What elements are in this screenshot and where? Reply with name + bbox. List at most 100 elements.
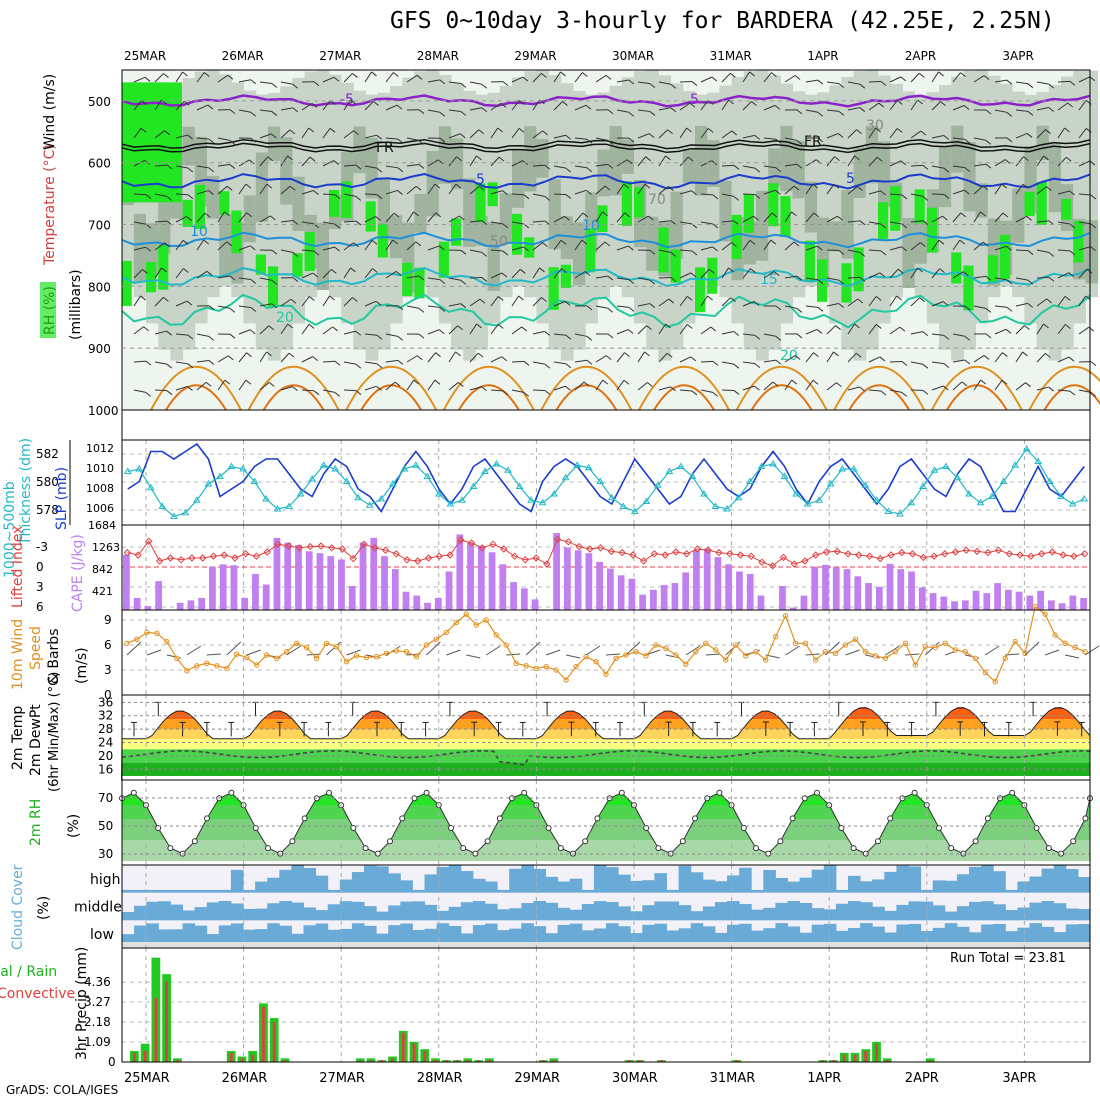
wind-barb [931,385,944,391]
li-marker [715,548,723,557]
wind-barb [910,242,921,251]
thickness-marker [458,496,466,503]
wind-barb [658,186,669,195]
cloud-cell [1065,908,1079,921]
wind-barb-flag [271,111,278,116]
wind-barb-10m [845,649,860,656]
wind-barb-flag [582,212,589,218]
wind-barb-flag [187,386,193,391]
wind-barb [301,127,310,139]
wind-barb-flag [268,325,275,331]
contour-label: 20 [276,310,294,326]
wind-barb-flag [1064,324,1071,329]
wind-barb [364,361,377,365]
wind-barb-flag [754,194,761,199]
wind-barb-flag [166,330,172,336]
li-marker [618,548,626,557]
wind-barb-flag [982,185,989,191]
cloud-cell [327,889,341,893]
wind-barb [217,185,228,195]
rh-band-green [292,253,303,277]
wind-barb-flag [859,386,865,392]
rh-band-green [951,252,962,284]
cape-bar [348,585,356,610]
wind-barb [259,381,270,391]
thickness-marker [135,465,144,472]
cloud-cell [448,865,462,893]
cloud-cell [811,869,825,893]
wind-barb-flag [628,137,635,143]
cloud-cell [630,880,643,893]
y-tick-label: 800 [88,280,111,294]
wind-barb [532,130,543,139]
cape-bar [1058,603,1066,610]
wind-barb-flag [646,325,652,331]
wind-barb-flag [918,72,925,78]
wind-barb [574,359,587,363]
cloud-cell [485,881,498,893]
rh-point [362,845,369,852]
wind-barb-flag [854,323,860,329]
wind-barb-flag [775,359,782,365]
wind-barb-flag [415,185,422,191]
cloud-cell [412,901,425,921]
cloud-cell [654,923,667,948]
wind-barb [553,333,566,336]
wind-barb-flag [250,137,257,143]
wind-barb-flag [1069,390,1076,396]
wind-barb-flag [1043,155,1049,161]
wind-barb-flag [246,352,252,358]
rh-band-green [402,262,413,297]
wind-barb [322,76,335,83]
wind-barb [994,328,1007,335]
wind-barb [343,361,356,365]
cloud-cell [182,910,196,921]
wind-barb-flag [187,363,194,369]
wind-barb [658,276,672,279]
wind-barb [595,74,607,83]
wind-barb-flag [541,297,547,302]
cloud-cell [279,869,292,893]
thickness-marker [515,482,524,489]
rh-point [911,789,918,796]
rh-point [521,789,528,796]
cape-bar [123,554,130,610]
li-marker [1037,550,1046,558]
rh-point [228,789,235,796]
wind-barb [175,300,188,307]
wind-barb [259,303,272,307]
wind-barb-flag [647,382,653,387]
wind-barb-flag [376,385,382,391]
wind-barb [427,277,440,281]
wind-barb [595,305,608,309]
thickness-marker [1057,492,1066,499]
rh-point [1045,845,1052,852]
cape-bar [434,597,442,610]
contour-label: 70 [648,192,666,208]
li-marker [672,548,680,556]
wind-barb [805,79,818,83]
precip-conv-bar [885,1060,889,1062]
cloud-cell [1053,903,1067,921]
wind-barb [175,385,188,391]
cloud-cell [460,871,474,893]
precip-conv-bar [143,1051,147,1062]
wind-barb [1015,277,1028,281]
wind-barb [1057,80,1071,83]
wind-barb [805,245,818,251]
li-marker [338,545,347,553]
wind-barb-flag [373,101,379,106]
contour-10 [121,231,1091,249]
wind-barb [238,379,247,391]
wind-barb-flag [607,333,614,339]
wind-barb [910,297,920,307]
wind-barb-flag [224,379,231,385]
wind-barb-flag [497,323,504,329]
wind-barb-flag [439,137,446,143]
cape-bar [531,599,539,610]
contour-30 [165,384,227,411]
wind-barb [1015,81,1028,85]
rh-band-green [670,249,681,283]
wind-barb-flag [439,279,446,284]
wind-barb-flag [145,391,152,397]
